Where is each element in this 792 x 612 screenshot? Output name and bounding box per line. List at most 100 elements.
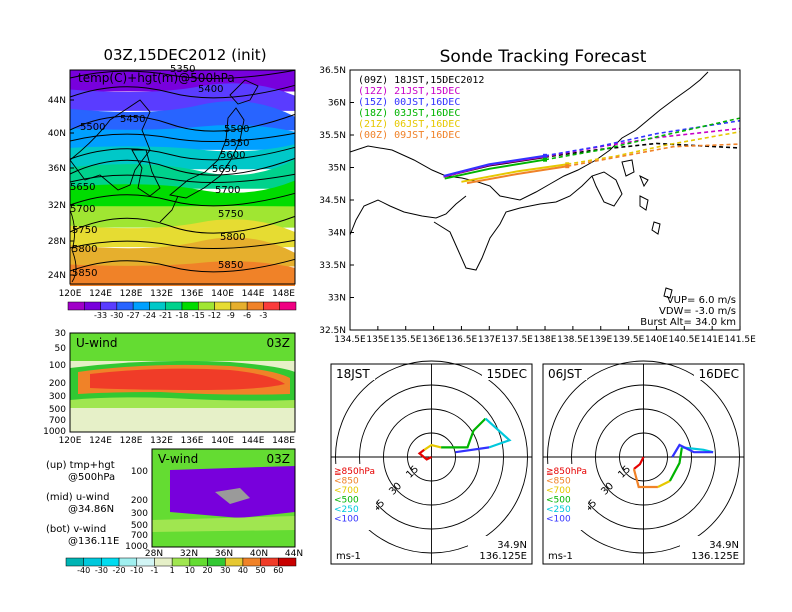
u-wind-lon-tick: 128E: [120, 436, 143, 446]
sonde-track-descent: [544, 117, 741, 161]
temperature-field: [70, 70, 295, 286]
v-wind-title: V-wind: [158, 452, 198, 466]
contour-label: 5850: [72, 268, 97, 279]
colorbar-swatch: [246, 301, 264, 311]
u-wind-lon-tick: 144E: [242, 436, 265, 446]
pressure-legend-item: ≧850hPa: [334, 467, 375, 477]
temperature-band: [70, 101, 295, 131]
wind-colorbar-swatch: [260, 557, 279, 567]
track-map: Sonde Tracking Forecast 36.5N 36N 35.5N 35N…: [319, 47, 756, 345]
track-legend: (09Z) 18JST,15DEC2012(12Z) 21JST,15DEC(1…: [358, 75, 484, 141]
hodograph-trace: [484, 417, 512, 449]
sonde-track-ascent: [443, 155, 546, 178]
track-lat-tick: 33.5N: [319, 261, 346, 271]
u-wind-p-tick: 30: [55, 329, 67, 339]
wind-colorbar-swatch: [171, 557, 191, 567]
hodograph-label-box: [482, 366, 530, 380]
sonde-track-descent: [567, 143, 741, 167]
contour-label: 5700: [215, 185, 240, 196]
colorbar-swatch: [230, 301, 248, 311]
u-wind-upper-band: [70, 333, 295, 361]
track-title: Sonde Tracking Forecast: [440, 47, 647, 67]
map-title: 03Z,15DEC2012 (init): [103, 46, 266, 64]
colorbar-label: -6: [243, 311, 251, 320]
contour-label: 5600: [220, 150, 245, 161]
track-legend-item: (00Z) 09JST,16DEC: [358, 130, 460, 141]
coastline: [69, 79, 259, 283]
track-lon-tick: 135E: [366, 335, 389, 345]
burst-marker: [543, 157, 547, 162]
map-lon-tick: 128E: [120, 289, 143, 299]
v-wind-p-tick: 1000: [125, 542, 148, 552]
v-wind-p-tick: 700: [131, 531, 148, 541]
u-wind-core: [90, 368, 285, 390]
colorbar-label: -9: [227, 311, 235, 320]
hodograph-unit: ms-1: [548, 551, 573, 562]
burst-marker: [543, 153, 547, 158]
u-wind-p-tick: 500: [49, 405, 66, 415]
height-contour: [69, 157, 296, 176]
track-lon-tick: 136.5E: [446, 335, 478, 345]
temperature-band: [70, 261, 295, 286]
v-wind-lat-tick: 40N: [250, 549, 268, 559]
v-wind-lat-tick: 28N: [145, 549, 163, 559]
map-lat-tick: 24N: [48, 271, 66, 281]
hodograph-trace: [417, 448, 432, 461]
wind-colorbar-label: 1: [170, 566, 175, 575]
track-legend-item: (18Z) 03JST,16DEC: [358, 108, 460, 119]
hodograph-label-box: [694, 366, 742, 380]
colorbar-label: -3: [259, 311, 267, 320]
temperature-band: [70, 180, 295, 209]
pressure-legend-item: <250: [334, 505, 359, 515]
colorbar-label: -12: [208, 311, 221, 320]
height-contour: [69, 69, 296, 80]
wind-colorbar-swatch: [118, 557, 138, 567]
track-lon-ticks: 134.5E 135E 135.5E 136E 136.5E 137E 137.5E 138E…: [334, 326, 756, 345]
map-field-label: temp(C)+hgt(m)@500hPa: [78, 71, 235, 85]
pressure-legend-item: ≧850hPa: [546, 467, 587, 477]
hodograph-trace: [633, 456, 645, 470]
contour-label: 5550: [224, 138, 249, 149]
track-lon-tick: 141.5E: [724, 335, 756, 345]
height-contour: [69, 132, 296, 143]
height-contour: [69, 173, 296, 184]
u-wind-p-tick: 700: [49, 416, 66, 426]
map-lon-tick: 136E: [181, 289, 204, 299]
colorbar-label: -15: [192, 311, 205, 320]
map-lat-tick: 44N: [48, 96, 66, 106]
hodograph-trace: [455, 446, 490, 454]
track-lon-tick: 141E: [701, 335, 724, 345]
sonde-track-ascent: [444, 158, 546, 180]
contour-label: 5400: [198, 84, 223, 95]
hodograph-label-box: [680, 536, 742, 562]
colorbar-swatch: [214, 301, 232, 311]
wind-colorbar-label: 10: [185, 566, 195, 575]
pressure-legend-item: <700: [546, 486, 571, 496]
hodograph-lon: 136.125E: [691, 551, 739, 562]
v-wind-lat-tick: 44N: [285, 549, 303, 559]
u-wind-p-tick: 50: [55, 344, 67, 354]
hodograph-label-box: [545, 366, 587, 380]
wind-colorbar-swatch: [65, 557, 84, 567]
track-lon-tick: 139E: [589, 335, 612, 345]
u-wind-lon-tick: 124E: [89, 436, 112, 446]
wind-colorbar-label: -20: [113, 566, 126, 575]
height-contours: [69, 69, 296, 273]
pressure-legend-item: <250: [546, 505, 571, 515]
contour-label: 5500: [80, 122, 105, 133]
track-lon-tick: 138.5E: [557, 335, 589, 345]
colorbar-swatch: [100, 301, 118, 311]
contour-label: 5800: [72, 244, 97, 255]
wind-colorbar-label: 50: [256, 566, 266, 575]
hodograph-trace: [671, 443, 714, 458]
u-wind-time: 03Z: [267, 336, 291, 350]
sonde-track-descent: [544, 142, 741, 158]
u-wind-lon-tick: 120E: [59, 436, 82, 446]
map-lat-tick: 36N: [48, 164, 66, 174]
map-lon-tick: 120E: [59, 289, 82, 299]
temperature-band: [70, 237, 295, 267]
v-wind-time: 03Z: [267, 452, 291, 466]
wind-colorbar-swatch: [207, 557, 226, 567]
